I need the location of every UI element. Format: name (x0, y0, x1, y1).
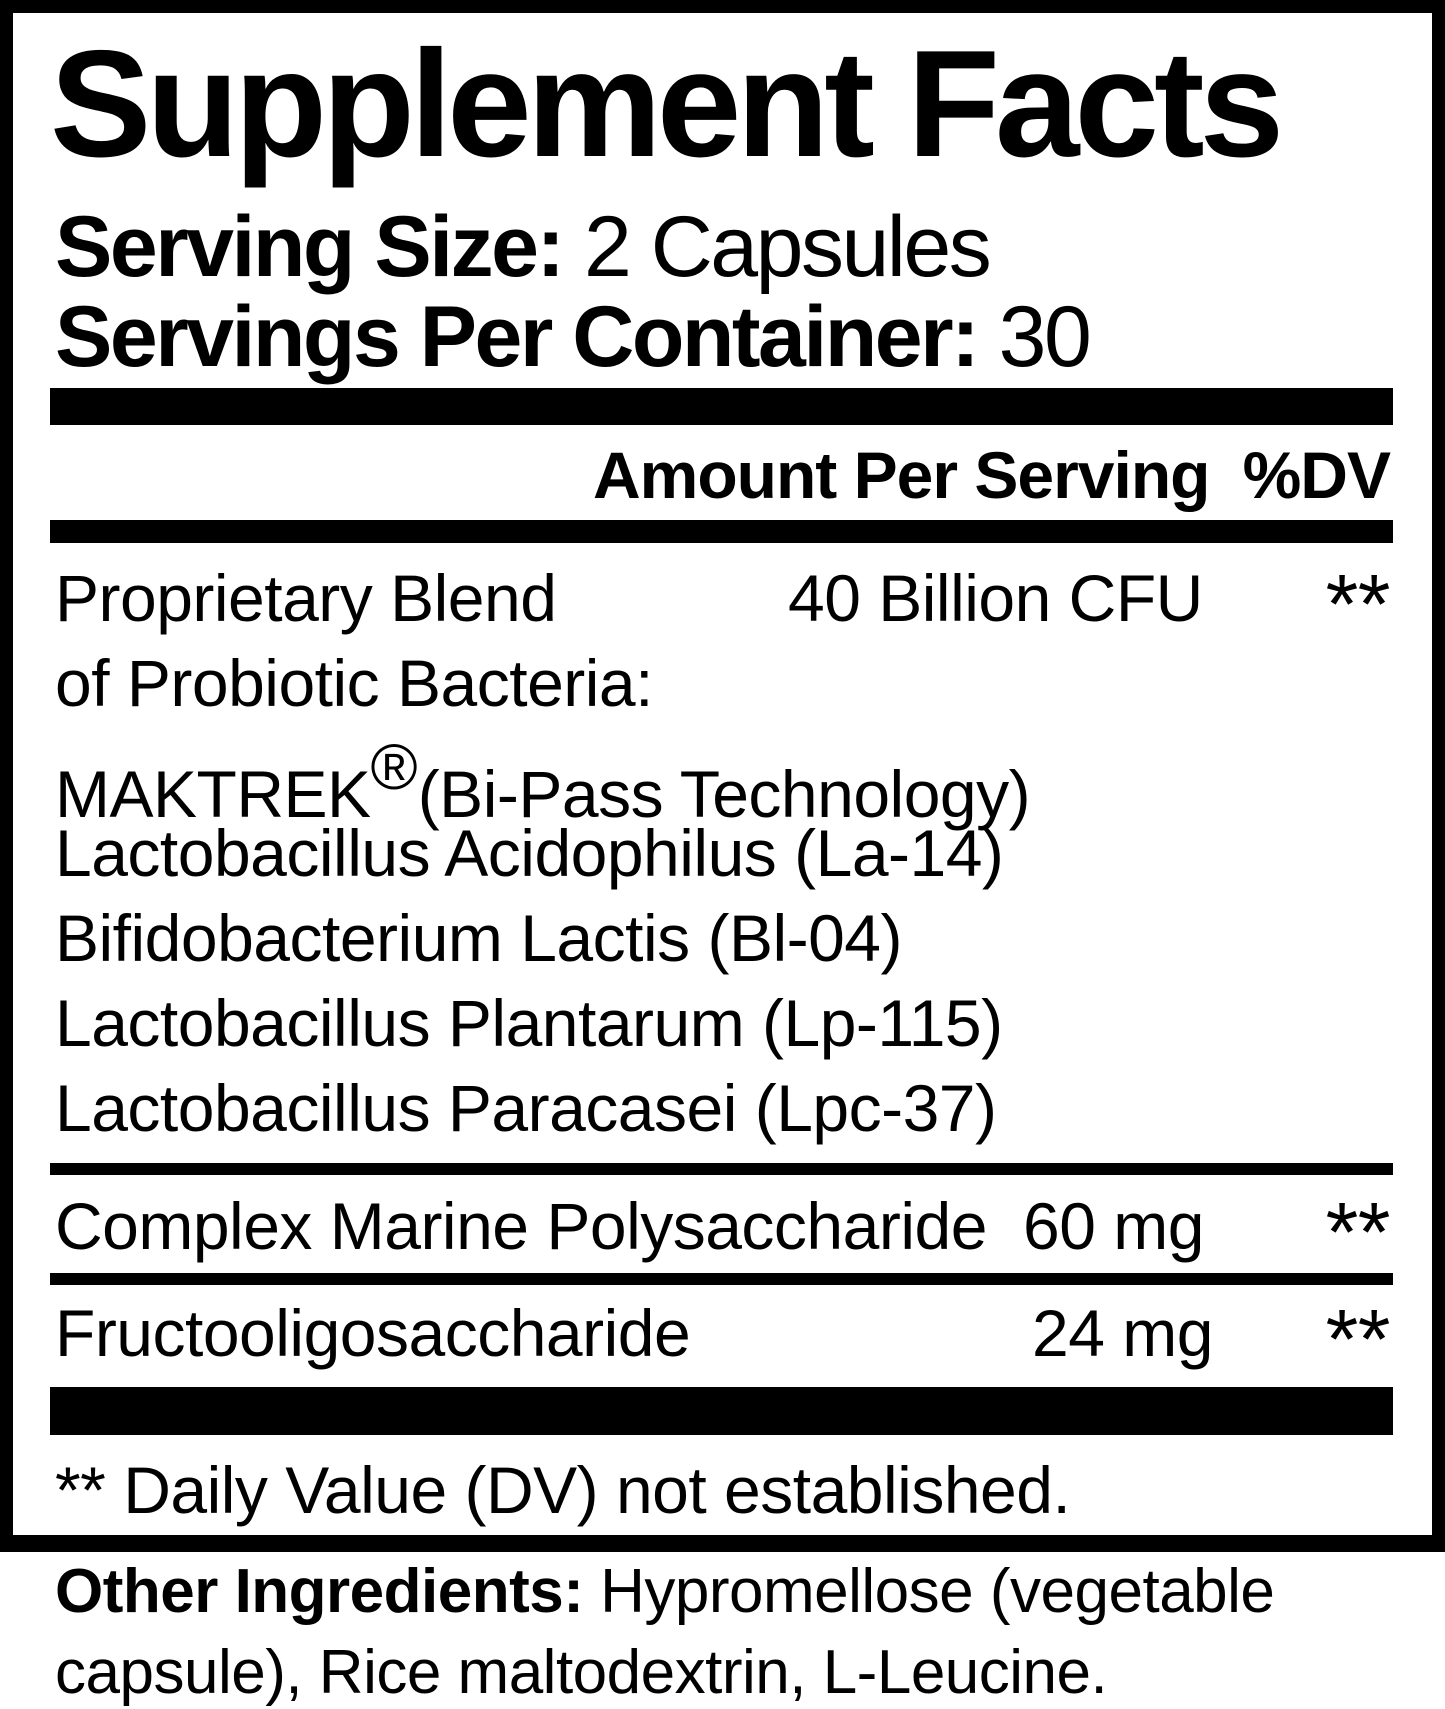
ingredient-dv-marker: ** (1325, 1185, 1391, 1279)
divider-line-thin (50, 1163, 1393, 1175)
strain-text: Lactobacillus Plantarum (Lp-115) (55, 986, 1003, 1060)
divider-bar-thick-top (50, 388, 1393, 425)
page-title: Supplement Facts (50, 19, 1284, 189)
registered-trademark-symbol: ® (370, 731, 418, 803)
footnote-text: Daily Value (DV) not established. (123, 1453, 1071, 1527)
strain-line: Lactobacillus Paracasei (Lpc-37) (55, 1075, 1390, 1141)
blend-name: Proprietary Blend (55, 561, 557, 635)
serving-size-label: Serving Size: (55, 199, 565, 295)
divider-line-thin (50, 1273, 1393, 1285)
servings-per-container-row: Servings Per Container: 30 (55, 294, 1092, 380)
other-ingredients-text-1: Hypromellose (vegetable (600, 1557, 1275, 1626)
proprietary-blend-row: Proprietary Blend 40 Billion CFU ** (55, 561, 1391, 646)
ingredient-name: Complex Marine Polysaccharide (55, 1189, 987, 1263)
strain-line: Lactobacillus Acidophilus (La-14) (55, 820, 1390, 886)
ingredient-name: Fructooligosaccharide (55, 1296, 691, 1370)
footnote: ** Daily Value (DV) not established. (55, 1457, 1071, 1523)
blend-detail-text: of Probiotic Bacteria: (55, 646, 653, 720)
divider-bar-thick-bottom (50, 1387, 1393, 1435)
blend-brand-line: MAKTREK®(Bi-Pass Technology) (55, 735, 1390, 827)
blend-amount: 40 Billion CFU (788, 561, 1203, 635)
blend-brand: MAKTREK (55, 757, 371, 831)
strain-line: Lactobacillus Plantarum (Lp-115) (55, 990, 1390, 1056)
percent-dv-header: %DV (1242, 438, 1391, 512)
strain-text: Lactobacillus Acidophilus (La-14) (55, 816, 1004, 890)
blend-detail-line: of Probiotic Bacteria: (55, 650, 1390, 716)
blend-dv-marker: ** (1325, 557, 1391, 651)
other-ingredients-text-2: capsule), Rice maltodextrin, L-Leucine. (55, 1638, 1108, 1707)
ingredient-dv-marker: ** (1325, 1292, 1391, 1386)
strain-text: Bifidobacterium Lactis (Bl-04) (55, 901, 903, 975)
other-ingredients-line-2: capsule), Rice maltodextrin, L-Leucine. (55, 1642, 1108, 1704)
blend-brand-suffix: (Bi-Pass Technology) (417, 757, 1031, 831)
divider-bar-under-header (50, 520, 1393, 543)
ingredient-amount: 60 mg (1023, 1189, 1204, 1263)
serving-size-row: Serving Size: 2 Capsules (55, 204, 992, 290)
ingredient-row-complex-marine: Complex Marine Polysaccharide 60 mg ** (55, 1189, 1391, 1274)
other-ingredients-label: Other Ingredients: (55, 1557, 584, 1626)
strain-text: Lactobacillus Paracasei (Lpc-37) (55, 1071, 997, 1145)
other-ingredients-line-1: Other Ingredients: Hypromellose (vegetab… (55, 1561, 1275, 1623)
servings-per-container-label: Servings Per Container: (55, 289, 980, 385)
facts-box-border (0, 0, 1445, 1552)
servings-per-container-value: 30 (998, 289, 1092, 385)
ingredient-row-fructooligosaccharide: Fructooligosaccharide 24 mg ** (55, 1296, 1391, 1381)
ingredient-amount: 24 mg (1032, 1296, 1213, 1370)
footnote-marker: ** (55, 1453, 106, 1527)
serving-size-value: 2 Capsules (583, 199, 992, 295)
amount-per-serving-header: Amount Per Serving (593, 438, 1210, 512)
strain-line: Bifidobacterium Lactis (Bl-04) (55, 905, 1390, 971)
